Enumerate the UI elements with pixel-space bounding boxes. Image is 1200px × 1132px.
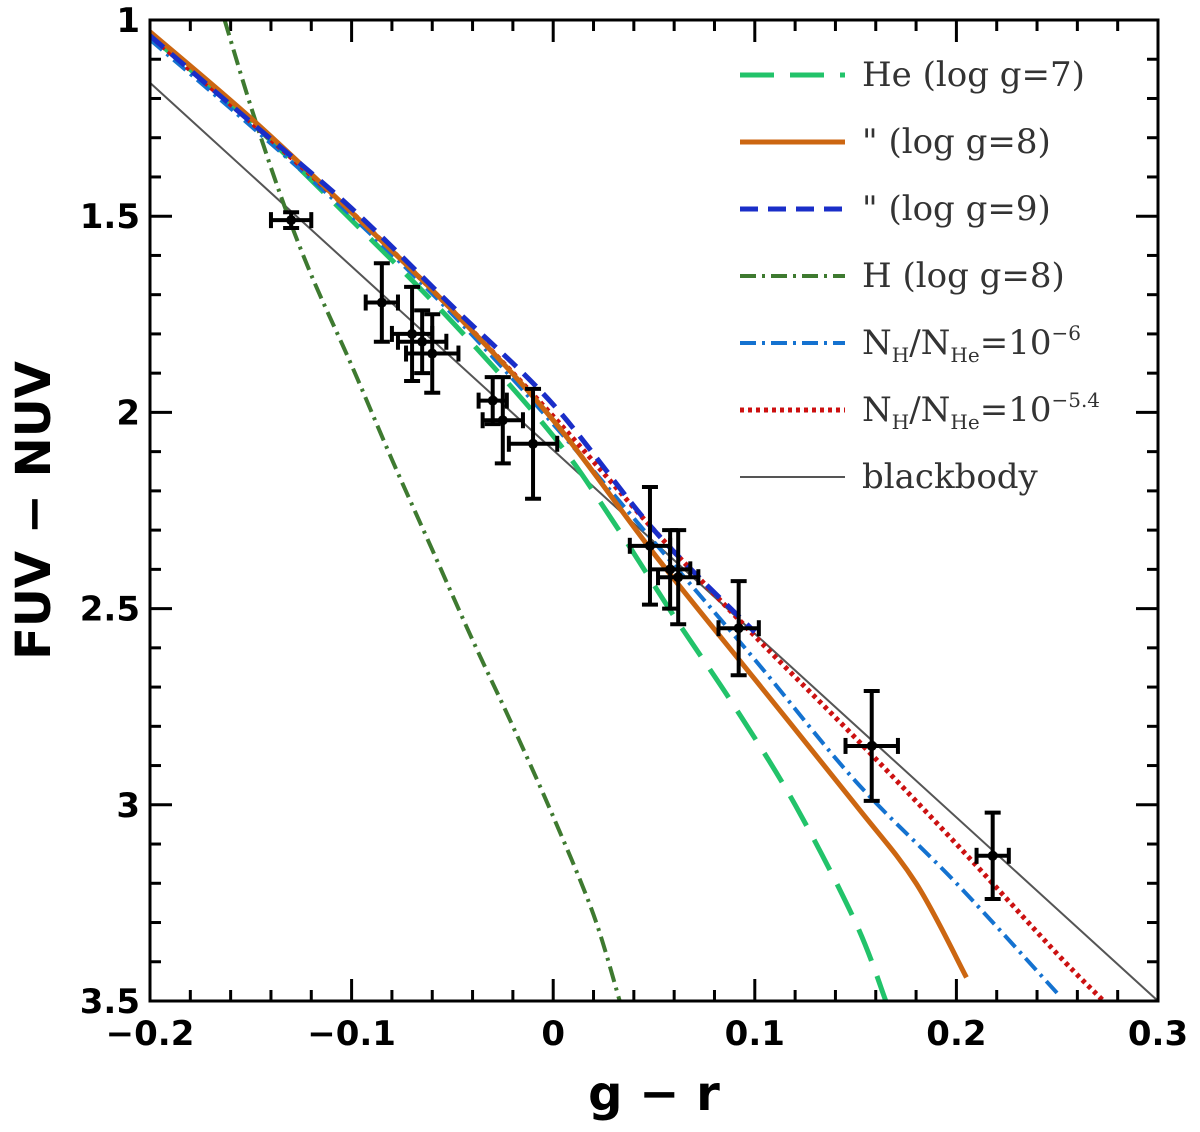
y-tick-label: 1 [116, 1, 140, 41]
series-line-nh6 [150, 38, 1059, 995]
y-tick-label: 2 [116, 393, 140, 433]
point-marker [376, 297, 387, 308]
point-marker [987, 850, 998, 861]
point-marker [497, 415, 508, 426]
data-point [404, 312, 461, 395]
legend-entry-nh54: NH/NHe=10−5.4 [740, 388, 1100, 434]
point-marker [417, 336, 428, 347]
point-marker [665, 564, 676, 575]
point-marker [866, 740, 877, 751]
y-tick-label: 1.5 [80, 197, 140, 237]
legend-label-nh6: NH/NHe=10−6 [862, 321, 1081, 367]
data-point [395, 308, 449, 376]
data-point [974, 810, 1011, 901]
series-line-h8 [222, 20, 622, 1001]
plot-frame [148, 18, 1160, 1003]
data-point [656, 528, 701, 627]
legend-entry-he8: " (log g=8) [740, 122, 1051, 162]
point-marker [487, 395, 498, 406]
legend-entry-bb: blackbody [740, 457, 1039, 497]
data-point [647, 528, 693, 611]
data-point [268, 210, 314, 230]
point-marker [286, 215, 297, 226]
tick-labels: −0.2 −0.1 0 0.1 0.2 0.3 1 1.5 2 2.5 3 3.5 [80, 1, 1188, 1054]
legend-label-nh54: NH/NHe=10−5.4 [862, 388, 1100, 434]
data-point [363, 261, 400, 344]
legend-entry-he9: " (log g=9) [740, 189, 1051, 229]
series-line-he9 [150, 33, 757, 634]
point-marker [427, 348, 438, 359]
y-axis-label: FUV − NUV [6, 361, 62, 660]
legend-entry-he7: He (log g=7) [740, 55, 1085, 95]
x-axis-label: g − r [588, 1066, 720, 1122]
y-tick-label: 3.5 [80, 982, 140, 1022]
x-tick-label: 0.3 [1128, 1014, 1188, 1054]
series-layer [150, 20, 1158, 1001]
series-line-bb [150, 82, 1158, 1001]
legend: He (log g=7) " (log g=8) " (log g=9) H (log… [740, 55, 1100, 497]
x-tick-label: 0.1 [725, 1014, 785, 1054]
data-points [268, 210, 1011, 901]
point-marker [733, 623, 744, 634]
data-point [506, 386, 560, 501]
x-tick-label: 0 [541, 1014, 565, 1054]
point-marker [673, 572, 684, 583]
legend-label-he8: " (log g=8) [862, 122, 1051, 162]
x-tick-label: −0.1 [307, 1014, 396, 1054]
legend-entry-h8: H (log g=8) [740, 256, 1065, 296]
y-tick-label: 3 [116, 786, 140, 826]
data-point [843, 689, 900, 803]
legend-label-he7: He (log g=7) [862, 55, 1085, 95]
series-line-he7 [150, 33, 889, 1001]
data-point [716, 579, 761, 678]
data-point [480, 375, 525, 466]
legend-entry-nh6: NH/NHe=10−6 [740, 321, 1081, 367]
point-marker [407, 328, 418, 339]
point-marker [644, 540, 655, 551]
legend-label-bb: blackbody [862, 457, 1039, 497]
legend-label-h8: H (log g=8) [862, 256, 1065, 296]
x-tick-label: −0.2 [106, 1014, 195, 1054]
x-tick-label: 0.2 [926, 1014, 986, 1054]
point-marker [528, 438, 539, 449]
y-tick-label: 2.5 [80, 590, 140, 630]
legend-label-he9: " (log g=9) [862, 189, 1051, 229]
